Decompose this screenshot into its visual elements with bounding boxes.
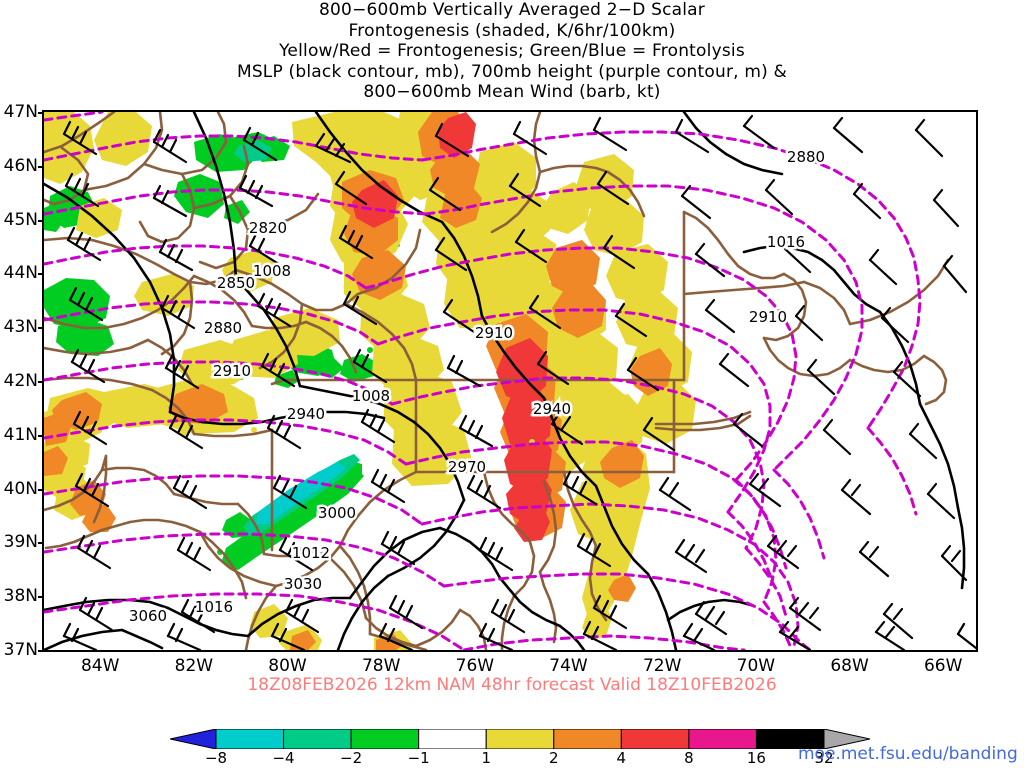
contour-labels: 2820282028502850288028802880288029102910… xyxy=(126,146,827,628)
height-contour-label-halo: 3060 xyxy=(129,607,167,625)
wind-barbs xyxy=(62,114,976,650)
height-contour-label-halo: 2820 xyxy=(249,219,287,237)
height-contour-label: 3030 xyxy=(284,575,322,593)
lon-tick-label: 76W xyxy=(455,656,495,676)
height-contour-label-halo: 2970 xyxy=(448,458,486,476)
height-contour-label: 2910 xyxy=(475,324,513,342)
height-contour-label-halo: 2910 xyxy=(749,308,787,326)
colorbar-swatch xyxy=(215,729,285,749)
mslp-contour-label: 1012 xyxy=(292,544,330,562)
lat-tick-label: 45N xyxy=(3,209,38,230)
lon-tick-label: 78W xyxy=(361,656,401,676)
title-line-4: MSLP (black contour, mb), 700mb height (… xyxy=(236,61,788,82)
lon-tick-label: 66W xyxy=(923,656,963,676)
watermark: moe.met.fsu.edu/banding xyxy=(798,744,1018,764)
map-canvas: 2820282028502850288028802880288029102910… xyxy=(44,112,976,650)
mslp-contour-label-halo: 1016 xyxy=(195,598,233,616)
height-contour-label: 3060 xyxy=(129,607,167,625)
colorbar-swatch xyxy=(688,729,757,749)
lon-tick-label: 82W xyxy=(174,656,214,676)
lon-tick-label: 74W xyxy=(549,656,588,676)
state-borders xyxy=(44,112,950,650)
mslp-contour-label-halo: 1008 xyxy=(352,387,390,405)
colorbar-swatch xyxy=(485,729,555,749)
title-line-3: Yellow/Red = Frontogenesis; Green/Blue =… xyxy=(279,41,745,61)
colorbar-tick-label: 32 xyxy=(814,749,834,767)
mslp-contour-label-halo: 1012 xyxy=(292,544,330,562)
mslp-contour-label: 1008 xyxy=(253,262,291,280)
colorbar-under-arrow xyxy=(170,729,217,749)
colorbar-over-arrow xyxy=(823,729,870,749)
frontogenesis-shading xyxy=(44,112,696,650)
colorbar-tick-label: 2 xyxy=(548,749,559,767)
lon-tick-label: 72W xyxy=(642,656,682,676)
map-plot-area[interactable]: 2820 2820 2850 2850 2880 2880 2880 2880 2910 2910… xyxy=(42,110,978,652)
mslp-contour-label-halo: 1008 xyxy=(253,262,291,280)
height-contour-label-halo: 2880 xyxy=(204,319,242,337)
height-contour-label: 2910 xyxy=(213,362,251,380)
lon-tick-label: 68W xyxy=(830,656,869,676)
colorbar-tick-label: −4 xyxy=(272,749,295,767)
height-contour-label: 2880 xyxy=(204,319,242,337)
height-contour-label-halo: 2880 xyxy=(787,148,825,166)
height-contour-label: 2940 xyxy=(533,400,571,418)
colorbar-swatch xyxy=(553,729,622,749)
colorbar-tick-label: 8 xyxy=(684,749,694,767)
height-contour-label-halo: 3030 xyxy=(284,575,322,593)
colorbar-tick-label: 4 xyxy=(616,749,627,767)
height-contour-label-halo: 3000 xyxy=(318,504,356,522)
colorbar-swatch xyxy=(283,729,352,749)
lat-tick-label: 37N xyxy=(3,640,38,660)
lat-tick-label: 42N xyxy=(3,371,38,391)
lat-tick-label: 40N xyxy=(3,478,38,499)
lon-tick-label: 84W xyxy=(80,656,120,676)
mslp-contour-label-halo: 1016 xyxy=(767,233,805,251)
lat-tick-label: 39N xyxy=(3,532,38,553)
colorbar-swatches xyxy=(170,729,870,749)
mslp-contour-label: 1016 xyxy=(195,598,233,616)
colorbar-tick-label: −1 xyxy=(407,749,430,767)
lat-tick-label: 38N xyxy=(3,586,38,607)
colorbar-swatch xyxy=(418,729,487,749)
mslp-contours xyxy=(44,112,966,650)
mslp-contour-label: 1008 xyxy=(352,387,390,405)
lon-tick-label: 70W xyxy=(736,656,776,676)
title-line-5: 800−600mb Mean Wind (barb, kt) xyxy=(363,82,661,102)
colorbar-tick-label: −8 xyxy=(204,749,228,767)
height-contour-label: 3000 xyxy=(318,504,356,522)
lon-tick-label: 80W xyxy=(268,656,307,676)
colorbar-tick-label: 16 xyxy=(746,749,766,767)
lat-tick-label: 46N xyxy=(3,155,38,176)
colorbar-swatch xyxy=(620,729,690,749)
height-contour-label: 2880 xyxy=(787,148,825,166)
title-line-2: Frontogenesis (shaded, K/6hr/100km) xyxy=(348,20,676,41)
colorbar-tick-label: 1 xyxy=(481,749,491,767)
height-contour-label: 2850 xyxy=(217,274,255,292)
lat-tick-label: 47N xyxy=(3,102,38,122)
height-contour-label-halo: 2910 xyxy=(475,324,513,342)
height-contour-label: 2970 xyxy=(448,458,486,476)
colorbar-tick-label: −2 xyxy=(340,749,363,767)
mslp-contour-label: 1016 xyxy=(767,233,805,251)
height-contour-label-halo: 2910 xyxy=(213,362,251,380)
height-contour-label-halo: 2940 xyxy=(287,405,325,423)
colorbar-swatch xyxy=(350,729,420,749)
height-contour-label: 2910 xyxy=(749,308,787,326)
title-line-1: 800−600mb Vertically Averaged 2−D Scalar xyxy=(319,0,705,20)
colorbar[interactable]: −8 −4 −2 −1 1 2 4 8 16 32 xyxy=(170,729,870,768)
height-contour-label: 2940 xyxy=(287,405,325,423)
height-contour-label-halo: 2850 xyxy=(217,274,255,292)
lat-tick-label: 41N xyxy=(3,424,38,445)
height-contour-label: 2820 xyxy=(249,219,287,237)
lat-tick-label: 44N xyxy=(3,263,38,284)
chart-title-block: 800−600mb Vertically Averaged 2−D Scalar… xyxy=(0,0,1024,103)
lat-tick-label: 43N xyxy=(3,317,38,338)
height-contour-label-halo: 2940 xyxy=(533,400,571,418)
height-contours xyxy=(44,112,922,650)
forecast-valid-caption: 18Z08FEB2026 12km NAM 48hr forecast Vali… xyxy=(247,675,777,695)
